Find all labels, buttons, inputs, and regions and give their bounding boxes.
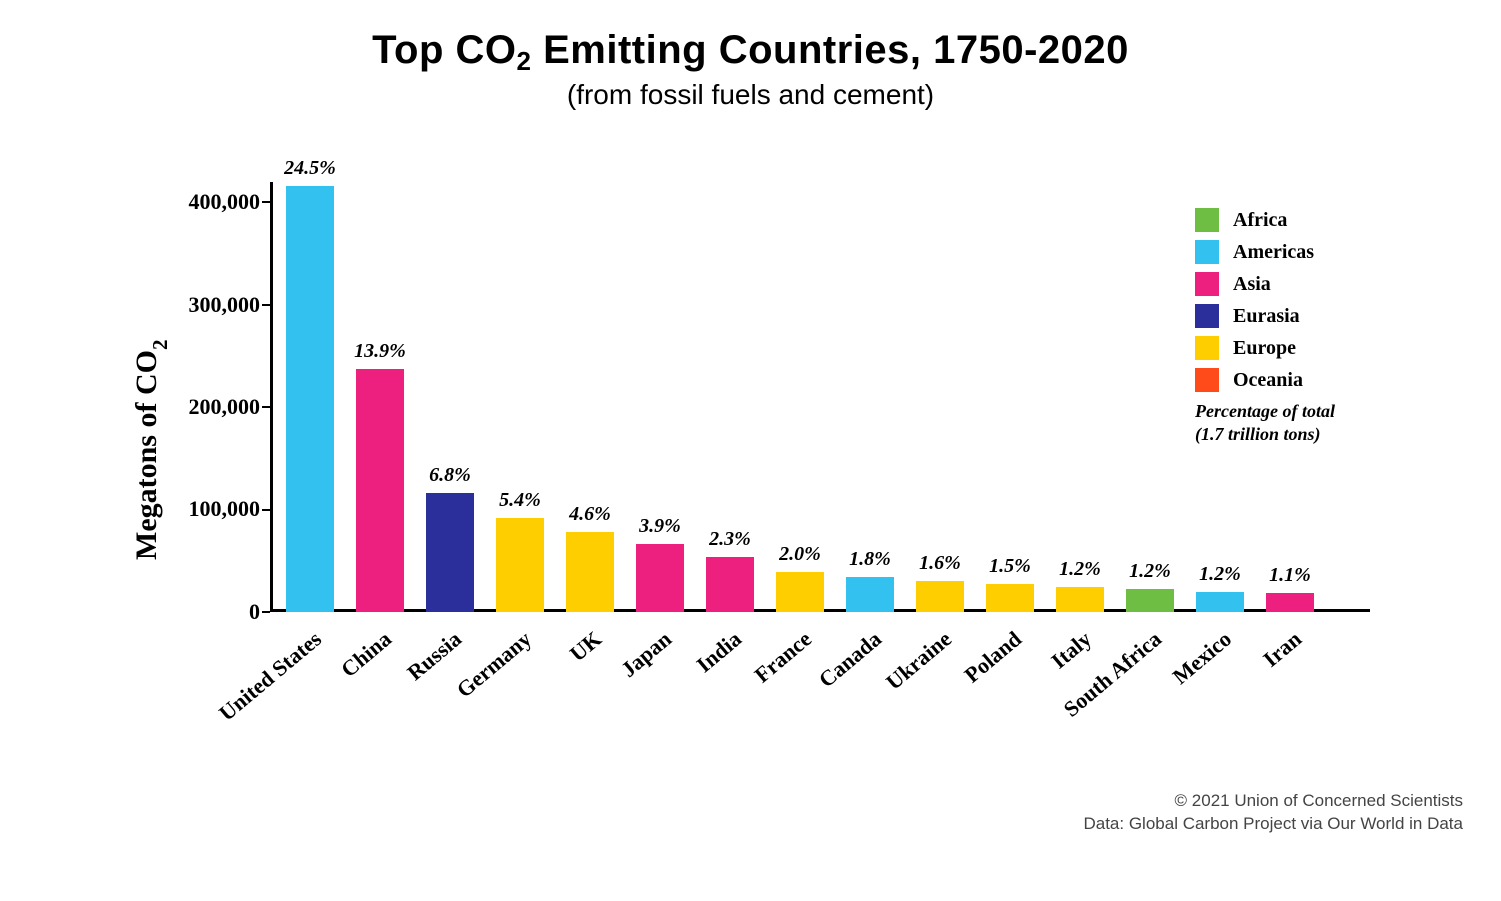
bar (846, 577, 894, 612)
bar-value-label: 1.1% (1250, 564, 1330, 587)
legend-swatch (1195, 272, 1219, 296)
legend-label: Eurasia (1233, 305, 1300, 328)
credits-line-2: Data: Global Carbon Project via Our Worl… (1083, 813, 1463, 836)
y-tick-label: 100,000 (120, 496, 260, 522)
legend-swatch (1195, 304, 1219, 328)
legend-item: Eurasia (1195, 304, 1335, 328)
legend-swatch (1195, 336, 1219, 360)
bar (1056, 587, 1104, 612)
bar-value-label: 1.2% (1040, 558, 1120, 581)
y-tick-mark (262, 509, 270, 511)
bar (1196, 592, 1244, 612)
credits: © 2021 Union of Concerned Scientists Dat… (1083, 790, 1463, 836)
chart-canvas: { "chart": { "type": "bar", "title_html"… (0, 0, 1501, 901)
x-tick-label: UK (565, 626, 607, 667)
y-tick-label: 0 (120, 599, 260, 625)
y-axis-line (270, 182, 273, 612)
legend-label: Oceania (1233, 369, 1303, 392)
y-tick-mark (262, 201, 270, 203)
bar (1126, 589, 1174, 612)
title-block: Top CO2 Emitting Countries, 1750-2020 (f… (0, 28, 1501, 111)
chart-subtitle: (from fossil fuels and cement) (0, 79, 1501, 111)
legend-label: Americas (1233, 241, 1314, 264)
y-tick-label: 400,000 (120, 189, 260, 215)
legend-item: Asia (1195, 272, 1335, 296)
y-tick-label: 300,000 (120, 292, 260, 318)
bar (636, 544, 684, 612)
legend: Africa Americas Asia Eurasia Europe Oceania Pe… (1195, 208, 1335, 445)
legend-item: Europe (1195, 336, 1335, 360)
legend-note: Percentage of total(1.7 trillion tons) (1195, 400, 1335, 445)
bar (1266, 593, 1314, 612)
bar-value-label: 4.6% (550, 503, 630, 526)
bar (356, 369, 404, 612)
legend-swatch (1195, 368, 1219, 392)
legend-label: Europe (1233, 337, 1296, 360)
credits-line-1: © 2021 Union of Concerned Scientists (1083, 790, 1463, 813)
bar (776, 572, 824, 612)
y-tick-mark (262, 304, 270, 306)
bar-value-label: 24.5% (270, 157, 350, 180)
bar (496, 518, 544, 612)
x-tick-label: United States (214, 626, 327, 726)
bar-value-label: 6.8% (410, 464, 490, 487)
bar-value-label: 2.0% (760, 543, 840, 566)
bar (986, 584, 1034, 612)
y-tick-mark (262, 611, 270, 613)
x-tick-label: Mexico (1168, 626, 1237, 690)
bar-value-label: 2.3% (690, 528, 770, 551)
x-tick-label: Iran (1258, 626, 1307, 673)
x-tick-label: China (336, 626, 397, 683)
x-tick-label: Japan (616, 626, 677, 683)
bar-value-label: 1.2% (1110, 560, 1190, 583)
bar (566, 532, 614, 612)
bar (916, 581, 964, 612)
legend-item: Oceania (1195, 368, 1335, 392)
x-tick-label: India (692, 626, 747, 678)
x-tick-label: Ukraine (881, 626, 957, 695)
bar-value-label: 1.2% (1180, 563, 1260, 586)
x-tick-label: France (749, 626, 816, 688)
legend-item: Africa (1195, 208, 1335, 232)
legend-label: Asia (1233, 273, 1271, 296)
legend-swatch (1195, 240, 1219, 264)
y-axis-label: Megatons of CO2 (130, 340, 169, 560)
x-tick-label: Poland (959, 626, 1026, 688)
x-tick-label: Italy (1046, 626, 1096, 674)
bar-value-label: 1.8% (830, 548, 910, 571)
bar-value-label: 3.9% (620, 515, 700, 538)
y-tick-mark (262, 406, 270, 408)
bar-value-label: 13.9% (340, 340, 420, 363)
legend-label: Africa (1233, 209, 1287, 232)
x-tick-label: Canada (814, 626, 887, 693)
bar-value-label: 1.6% (900, 552, 980, 575)
bar-value-label: 1.5% (970, 555, 1050, 578)
legend-item: Americas (1195, 240, 1335, 264)
x-tick-label: Germany (452, 626, 537, 703)
bar-value-label: 5.4% (480, 489, 560, 512)
y-tick-label: 200,000 (120, 394, 260, 420)
chart-title: Top CO2 Emitting Countries, 1750-2020 (0, 28, 1501, 73)
bar (426, 493, 474, 612)
bar (706, 557, 754, 612)
bar (286, 186, 334, 612)
legend-swatch (1195, 208, 1219, 232)
